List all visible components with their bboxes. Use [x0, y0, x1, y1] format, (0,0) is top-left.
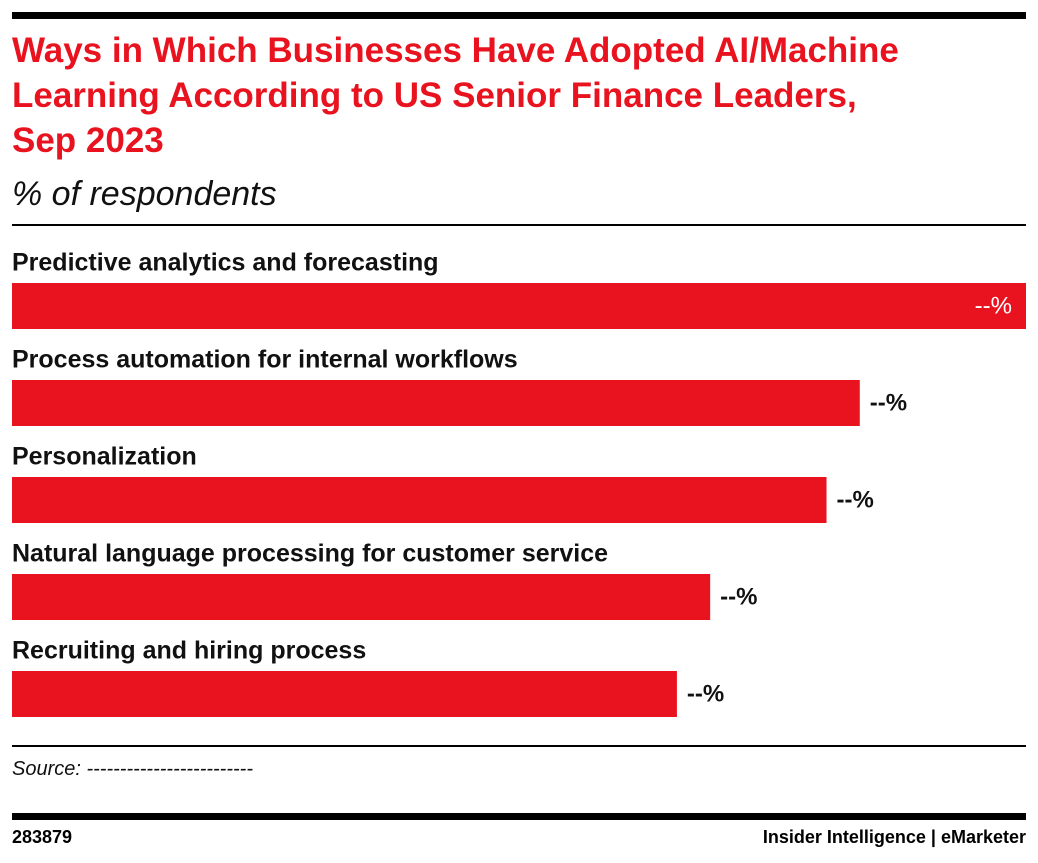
- category-label: Predictive analytics and forecasting: [12, 249, 439, 277]
- category-label: Natural language processing for customer…: [12, 540, 608, 568]
- source-rule: [12, 745, 1026, 747]
- value-label: --%: [975, 292, 1012, 319]
- header-rule: [12, 224, 1026, 226]
- bar: [12, 671, 677, 717]
- bar: [12, 574, 711, 620]
- chart: Predictive analytics and forecasting --% P…: [12, 249, 1026, 717]
- chart-subtitle: % of respondents: [12, 175, 277, 213]
- chart-id: 283879: [12, 827, 73, 847]
- category-label: Personalization: [12, 443, 197, 471]
- top-rule: [12, 12, 1026, 19]
- bar: [12, 380, 860, 426]
- footer-rule: [12, 813, 1026, 820]
- category-label: Process automation for internal workflow…: [12, 346, 518, 374]
- bar: [12, 477, 827, 523]
- bar: [12, 283, 1026, 329]
- value-label: --%: [720, 583, 757, 610]
- brand: Insider Intelligence | eMarketer: [762, 827, 1026, 847]
- category-label: Recruiting and hiring process: [12, 637, 366, 665]
- source: Source: -------------------------: [12, 758, 253, 780]
- value-label: --%: [687, 680, 724, 707]
- chart-title: Ways in Which Businesses Have Adopted AI…: [12, 31, 899, 160]
- value-label: --%: [837, 486, 874, 513]
- value-label: --%: [870, 389, 907, 416]
